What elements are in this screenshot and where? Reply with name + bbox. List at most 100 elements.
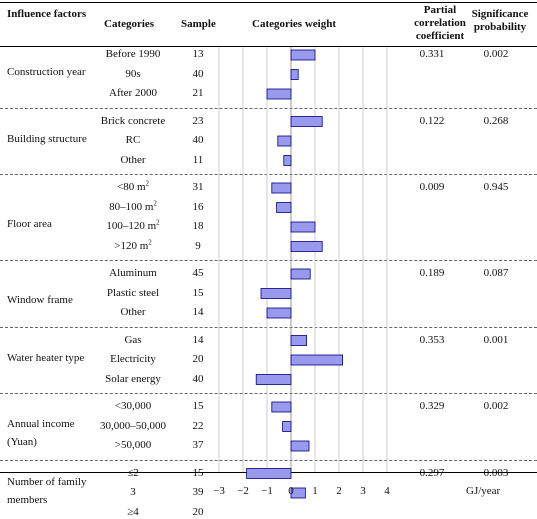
weight-bar [283, 155, 292, 166]
group-separator [0, 107, 537, 109]
sample-value: 40 [192, 67, 204, 80]
group-separator [0, 459, 537, 461]
partial-correlation-value: 0.353 [419, 333, 445, 346]
significance-value: 0.268 [483, 114, 509, 127]
category-label: Solar energy [105, 372, 161, 385]
weight-bar [276, 202, 292, 213]
weight-bar [260, 288, 292, 299]
sample-value: 20 [192, 353, 204, 365]
category-label: Other [120, 306, 146, 318]
weight-bar [266, 307, 292, 319]
weight-bar-chart [218, 47, 388, 499]
factor-label: Annual income (Yuan) [7, 418, 75, 449]
factor-label: Floor area [7, 218, 52, 230]
category-label: <30,000 [114, 400, 152, 412]
category-label: After 2000 [109, 87, 157, 99]
weight-bar [290, 221, 316, 233]
sample-value: 15 [192, 286, 204, 299]
factor-label: Water heater type [7, 351, 85, 364]
x-tick-label: 4 [384, 485, 390, 497]
factor-label: Window frame [7, 294, 73, 307]
x-tick-label: −1 [261, 485, 273, 497]
header-influence-factors: Influence factors [7, 8, 87, 20]
weight-bar [290, 268, 311, 280]
factor-label: Building structure [7, 132, 87, 145]
group-separator [0, 393, 537, 394]
category-label: 3 [130, 486, 136, 498]
top-rule [0, 2, 537, 3]
weight-bar [277, 135, 292, 147]
weight-bar [266, 88, 292, 100]
header-categories-weight: Categories weight [252, 18, 337, 30]
partial-correlation-value: 0.189 [419, 267, 445, 279]
x-tick-label: 0 [288, 485, 294, 497]
category-label: Gas [124, 333, 142, 346]
category-label: Other [120, 153, 146, 166]
sample-value: 13 [192, 48, 204, 60]
header-partial-correlation: Partial correlation coefficient [414, 4, 466, 42]
partial-correlation-value: 0.331 [419, 48, 445, 60]
weight-bar [246, 468, 292, 479]
sample-value: 16 [192, 200, 204, 213]
sample-value: 23 [192, 114, 204, 127]
x-tick-label: 1 [312, 485, 318, 497]
weight-bar [290, 241, 323, 252]
sample-value: 9 [195, 239, 201, 252]
partial-correlation-value: 0.009 [419, 181, 445, 193]
x-tick-label: −2 [237, 485, 249, 497]
group-separator [0, 326, 537, 328]
category-label: Brick concrete [100, 114, 166, 127]
significance-value: 0.001 [483, 333, 509, 346]
significance-value: 0.002 [483, 400, 509, 412]
x-axis-unit-label: GJ/year [466, 485, 501, 497]
sample-value: 40 [192, 134, 204, 146]
weight-bar [255, 374, 292, 385]
significance-value: 0.002 [483, 48, 509, 60]
weight-bar [290, 440, 310, 452]
category-label: Plastic steel [106, 286, 160, 299]
x-tick-label: 3 [360, 485, 366, 497]
sample-value: 18 [192, 220, 204, 232]
category-label: >120 m2 [114, 237, 152, 252]
weight-bar [271, 401, 292, 413]
weight-bar [282, 421, 292, 432]
weight-bar [290, 487, 306, 499]
group-separator [0, 174, 537, 175]
weight-bar [271, 182, 292, 194]
sample-value: 14 [192, 333, 204, 346]
sample-value: 45 [192, 267, 204, 279]
sample-value: 11 [192, 153, 204, 166]
weight-bar [290, 335, 308, 346]
category-label: 100–120 m2 [106, 218, 160, 232]
significance-value: 0.945 [483, 181, 509, 193]
category-label: >50,000 [114, 439, 152, 451]
category-label: 90s [125, 67, 141, 80]
category-label: 30,000–50,000 [100, 419, 166, 432]
partial-correlation-value: 0.329 [419, 400, 445, 412]
header-categories: Categories [104, 18, 155, 30]
header-sample: Sample [181, 18, 216, 30]
category-label: ≥4 [127, 505, 139, 518]
group-separator [0, 260, 537, 261]
partial-correlation-value: 0.122 [419, 114, 445, 127]
sample-value: 14 [192, 306, 204, 318]
header-rule [0, 46, 537, 47]
header-significance: Significance probability [471, 8, 529, 33]
significance-value: 0.087 [483, 267, 509, 279]
x-tick-label: −3 [213, 485, 225, 497]
x-tick-label: 2 [336, 485, 342, 497]
category-label: Before 1990 [105, 48, 161, 60]
factor-label: Construction year [7, 66, 86, 79]
category-label: <80 m2 [116, 179, 149, 193]
category-label: Electricity [110, 353, 156, 365]
sample-value: 21 [192, 87, 204, 99]
sample-value: 31 [192, 181, 204, 193]
category-label: Aluminum [109, 267, 157, 279]
sample-value: 22 [192, 419, 204, 432]
weight-bar [290, 116, 323, 127]
sample-value: 40 [192, 372, 204, 385]
weight-bar [290, 49, 316, 61]
category-label: 80–100 m2 [109, 198, 157, 213]
weight-bar [290, 69, 299, 80]
